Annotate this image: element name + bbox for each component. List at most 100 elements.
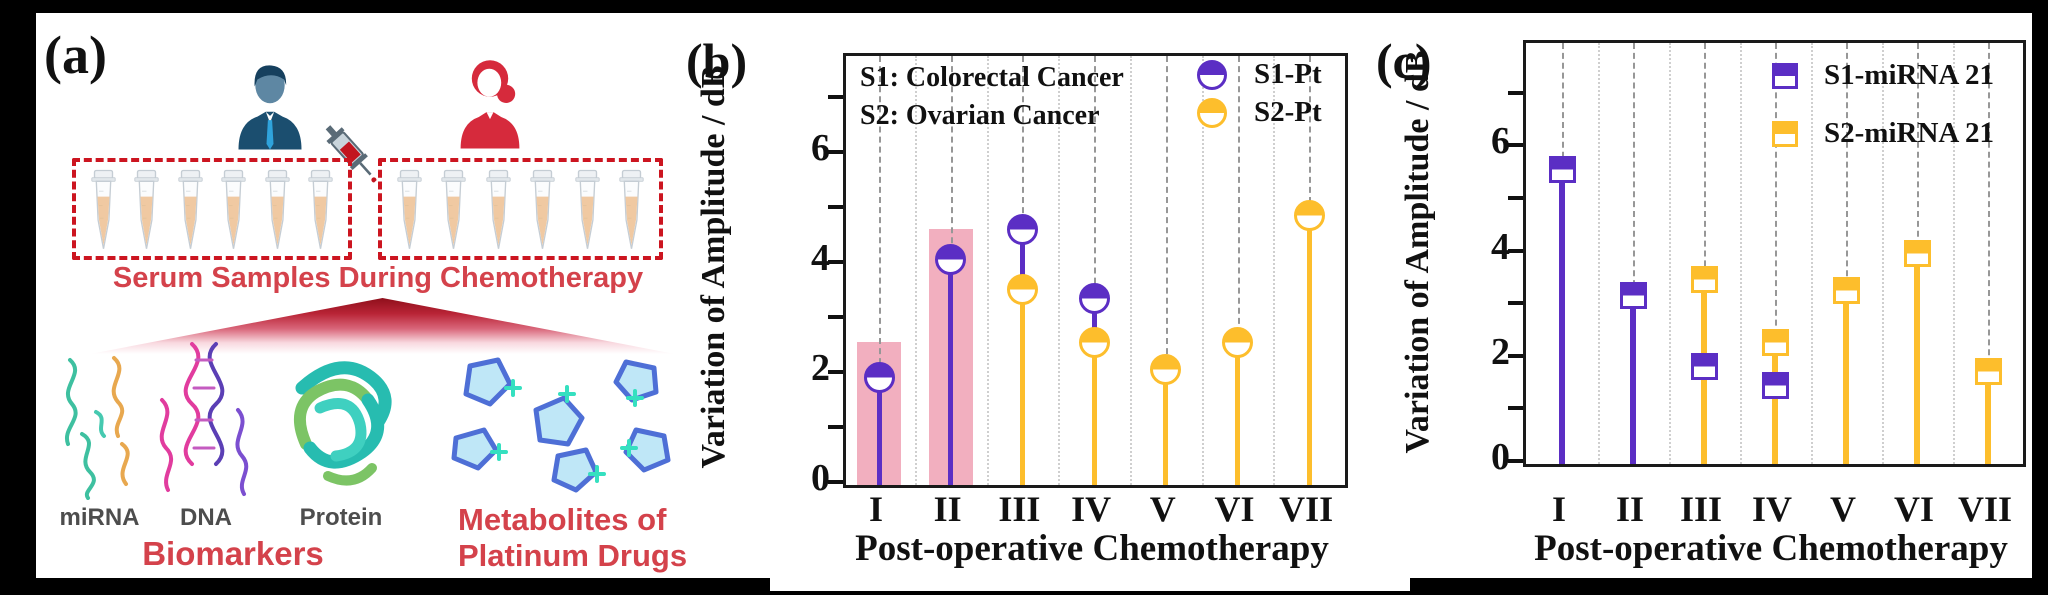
y-tick-mark	[1508, 248, 1523, 253]
lollipop-marker	[1293, 200, 1325, 231]
x-category-label: I	[868, 489, 883, 529]
panel-b-y-axis-title: Variation of Amplitude / dB	[695, 65, 732, 469]
y-tick-mark	[828, 370, 843, 374]
x-category-label: III	[1679, 489, 1723, 529]
y-tick-label: 2	[1491, 330, 1510, 373]
legend-marker	[1772, 63, 1798, 89]
x-category-label: IV	[1751, 489, 1792, 529]
gridline-minor	[1597, 43, 1600, 464]
syringe-icon	[325, 125, 377, 183]
metabolites-caption-line2: Platinum Drugs	[458, 538, 688, 573]
lollipop-stem	[1843, 290, 1849, 464]
gridline-minor	[1058, 56, 1061, 485]
lollipop-marker	[1761, 329, 1789, 357]
legend-marker	[1197, 60, 1227, 90]
sample-tube-icon	[91, 169, 116, 249]
gridline-major	[1094, 56, 1097, 485]
gridline-major	[1165, 56, 1168, 485]
gridline-minor	[1952, 43, 1955, 464]
lollipop-marker	[1006, 213, 1038, 245]
panel-b-x-axis-title: Post-operative Chemotherapy	[855, 528, 1329, 569]
sample-tube-icon	[574, 169, 600, 249]
lollipop-stem	[1306, 215, 1312, 485]
lollipop-stem	[1559, 169, 1565, 464]
lollipop-stem	[1914, 253, 1920, 464]
lollipop-marker	[1974, 358, 2002, 386]
y-tick-mark	[828, 315, 843, 319]
lollipop-marker	[1619, 282, 1647, 310]
lollipop-marker	[1690, 266, 1718, 294]
x-category-label: IV	[1071, 489, 1112, 529]
mirna-art	[64, 356, 130, 500]
lollipop-stem	[1163, 369, 1169, 485]
lollipop-stem	[876, 377, 882, 485]
gridline-minor	[1129, 56, 1132, 485]
lollipop-marker	[1150, 354, 1182, 385]
sample-tube-icon	[308, 169, 333, 249]
gridline-minor	[1739, 43, 1742, 464]
lollipop-marker	[1078, 326, 1110, 358]
panel-c-label: (c)	[1376, 33, 1432, 89]
gridline-major	[1846, 43, 1848, 464]
lollipop-marker	[1006, 274, 1038, 306]
x-category-label: VI	[1893, 489, 1934, 529]
female-patient-icon	[460, 60, 520, 149]
sample-tube-icon	[530, 169, 555, 249]
legend-item-label: S1-Pt	[1254, 58, 1322, 90]
lollipop-marker	[1222, 326, 1253, 358]
gridline-minor	[1668, 43, 1671, 464]
dna-label: DNA	[180, 504, 232, 531]
lollipop-marker	[1832, 276, 1860, 304]
gridline-minor	[1810, 43, 1813, 464]
platinum-metabolites-art	[451, 357, 671, 493]
y-tick-mark	[828, 150, 843, 154]
panel-c-x-axis-title: Post-operative Chemotherapy	[1534, 528, 2008, 569]
gridline-major	[1633, 43, 1635, 464]
lollipop-stem	[1630, 295, 1636, 464]
male-patient-icon	[238, 65, 302, 150]
panel-b-label: (b)	[686, 33, 748, 89]
gridline-minor	[1273, 56, 1276, 485]
legend-note: S2: Ovarian Cancer	[860, 100, 1100, 131]
x-category-label: II	[1615, 489, 1645, 529]
panel-a-label: (a)	[44, 25, 107, 85]
lollipop-marker	[1690, 353, 1718, 381]
legend-marker	[1772, 121, 1798, 147]
y-tick-mark	[828, 95, 843, 99]
metabolites-caption-line1: Metabolites of	[458, 502, 667, 537]
gridline-major	[1704, 43, 1706, 464]
y-tick-mark	[828, 260, 843, 264]
lollipop-marker	[935, 244, 967, 275]
biomarkers-caption: Biomarkers	[142, 535, 324, 572]
lollipop-stem	[948, 259, 954, 485]
gridline-minor	[986, 56, 989, 485]
y-tick-mark	[828, 205, 843, 209]
lollipop-marker	[1548, 155, 1576, 183]
gridline-major	[879, 56, 881, 485]
serum-sample-box-s1	[72, 158, 352, 260]
lollipop-stem	[1019, 289, 1025, 485]
y-tick-mark	[828, 480, 843, 484]
y-tick-label: 4	[811, 237, 830, 279]
legend-marker	[1197, 98, 1227, 128]
sample-tube-icon	[264, 169, 290, 249]
lollipop-marker	[863, 362, 895, 394]
lollipop-marker	[1903, 240, 1931, 267]
x-category-label: VII	[1279, 489, 1334, 529]
y-tick-label: 6	[1491, 120, 1510, 163]
sample-tube-icon	[397, 169, 422, 249]
legend-note: S1: Colorectal Cancer	[860, 62, 1124, 93]
serum-caption: Serum Samples During Chemotherapy	[112, 262, 644, 294]
panel-c-y-axis-title: Variation of Amplitude / dB	[1399, 50, 1436, 454]
y-tick-label: 2	[811, 347, 830, 389]
plot-frame: S1-miRNA 21 S2-miRNA 21	[1523, 40, 2026, 467]
sample-tube-icon	[221, 169, 246, 249]
x-category-label: I	[1551, 489, 1566, 529]
x-category-label: II	[933, 489, 962, 529]
y-tick-mark	[1508, 459, 1523, 463]
gridline-major	[1237, 56, 1240, 485]
x-category-label: VI	[1214, 489, 1255, 529]
plot-frame: S1: Colorectal Cancer S2: Ovarian Cancer S…	[843, 53, 1348, 488]
x-category-label: III	[998, 489, 1041, 529]
